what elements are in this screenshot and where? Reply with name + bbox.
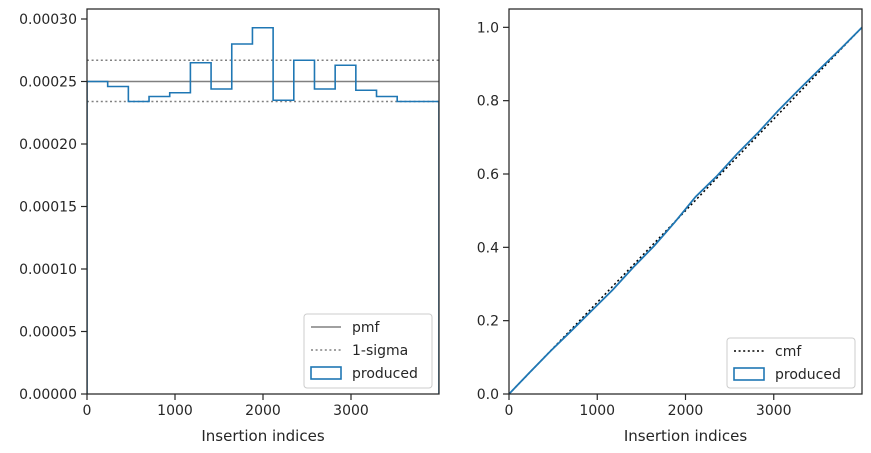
- y-tick-label: 0.4: [477, 240, 499, 256]
- y-tick-label: 0.00025: [19, 75, 77, 91]
- legend-swatch-produced: [310, 366, 342, 380]
- series-produced-histogram: [87, 26, 439, 394]
- legend-label-produced: produced: [775, 367, 841, 383]
- x-tick-label: 3000: [333, 403, 369, 419]
- legend-label-produced: produced: [352, 366, 418, 382]
- y-tick-label: 0.0: [477, 387, 499, 403]
- y-tick-label: 0.00020: [19, 137, 77, 153]
- y-tick-label: 0.00005: [19, 325, 77, 341]
- legend-box: [303, 313, 433, 389]
- y-tick-label: 0.2: [477, 314, 499, 330]
- x-tick-label: 3000: [756, 403, 792, 419]
- legend-swatch-produced: [733, 367, 765, 381]
- y-tick-label: 0.00010: [19, 262, 77, 278]
- x-tick-label: 0: [505, 403, 514, 419]
- y-tick-label: 0.00015: [19, 200, 77, 216]
- x-tick-label: 2000: [245, 403, 281, 419]
- y-tick-label: 0.00030: [19, 12, 77, 28]
- x-axis-label: Insertion indices: [201, 427, 324, 445]
- x-tick-label: 1000: [579, 403, 615, 419]
- series-produced-line: [509, 26, 862, 394]
- plot-area: [87, 26, 439, 394]
- legend-label-pmf: pmf: [352, 320, 381, 336]
- axes-frame: [508, 8, 863, 395]
- legend: pmf 1-sigma produced: [303, 313, 433, 389]
- y-tick-label: 0.6: [477, 167, 499, 183]
- x-tick-label: 0: [83, 403, 92, 419]
- y-tick-label: 1.0: [477, 20, 499, 36]
- x-tick-label: 1000: [157, 403, 193, 419]
- y-tick-label: 0.8: [477, 94, 499, 110]
- legend: cmf produced: [726, 337, 856, 389]
- series-cmf-line: [509, 26, 862, 394]
- legend-label-1-sigma: 1-sigma: [352, 343, 408, 359]
- right-chart-cmf: 0 1000 2000 3000 0.0 0.2 0.4 0.6 0.8 1.0 Insertion…: [477, 8, 863, 445]
- legend-label-cmf: cmf: [775, 344, 802, 360]
- x-axis-label: Insertion indices: [624, 427, 747, 445]
- y-tick-label: 0.00000: [19, 387, 77, 403]
- plot-area: [509, 26, 862, 394]
- x-tick-label: 2000: [668, 403, 704, 419]
- left-chart-pmf: 0 1000 2000 3000 0.00000 0.00005 0.00010 0.0001…: [19, 8, 440, 445]
